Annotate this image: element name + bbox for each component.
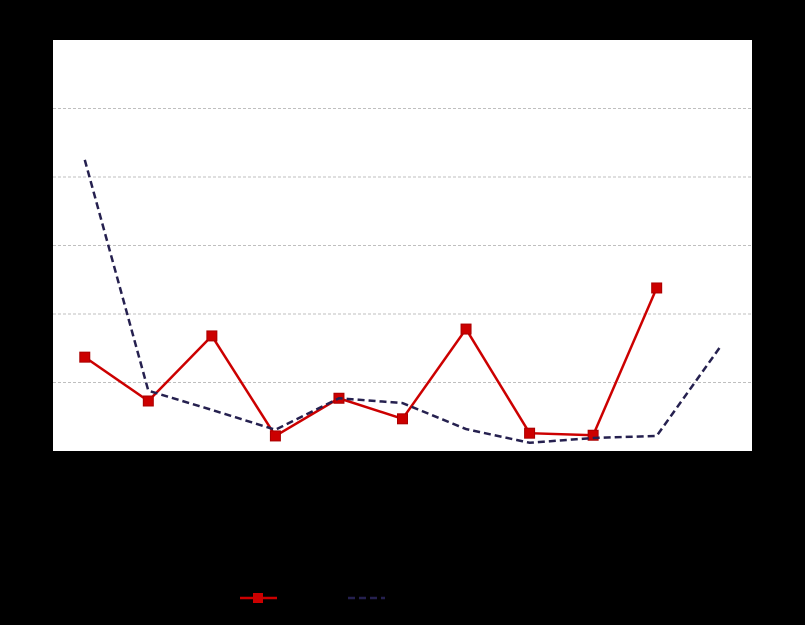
plot-area	[53, 40, 752, 451]
series-line	[83, 159, 722, 445]
marker	[397, 413, 408, 425]
legend-marker	[253, 593, 263, 603]
marker	[524, 427, 536, 439]
series-line	[84, 287, 658, 438]
marker	[651, 282, 663, 294]
marker	[587, 429, 599, 441]
marker	[460, 323, 472, 335]
marker	[206, 330, 218, 342]
marker	[269, 430, 281, 442]
marker	[142, 395, 154, 407]
marker	[79, 351, 91, 363]
